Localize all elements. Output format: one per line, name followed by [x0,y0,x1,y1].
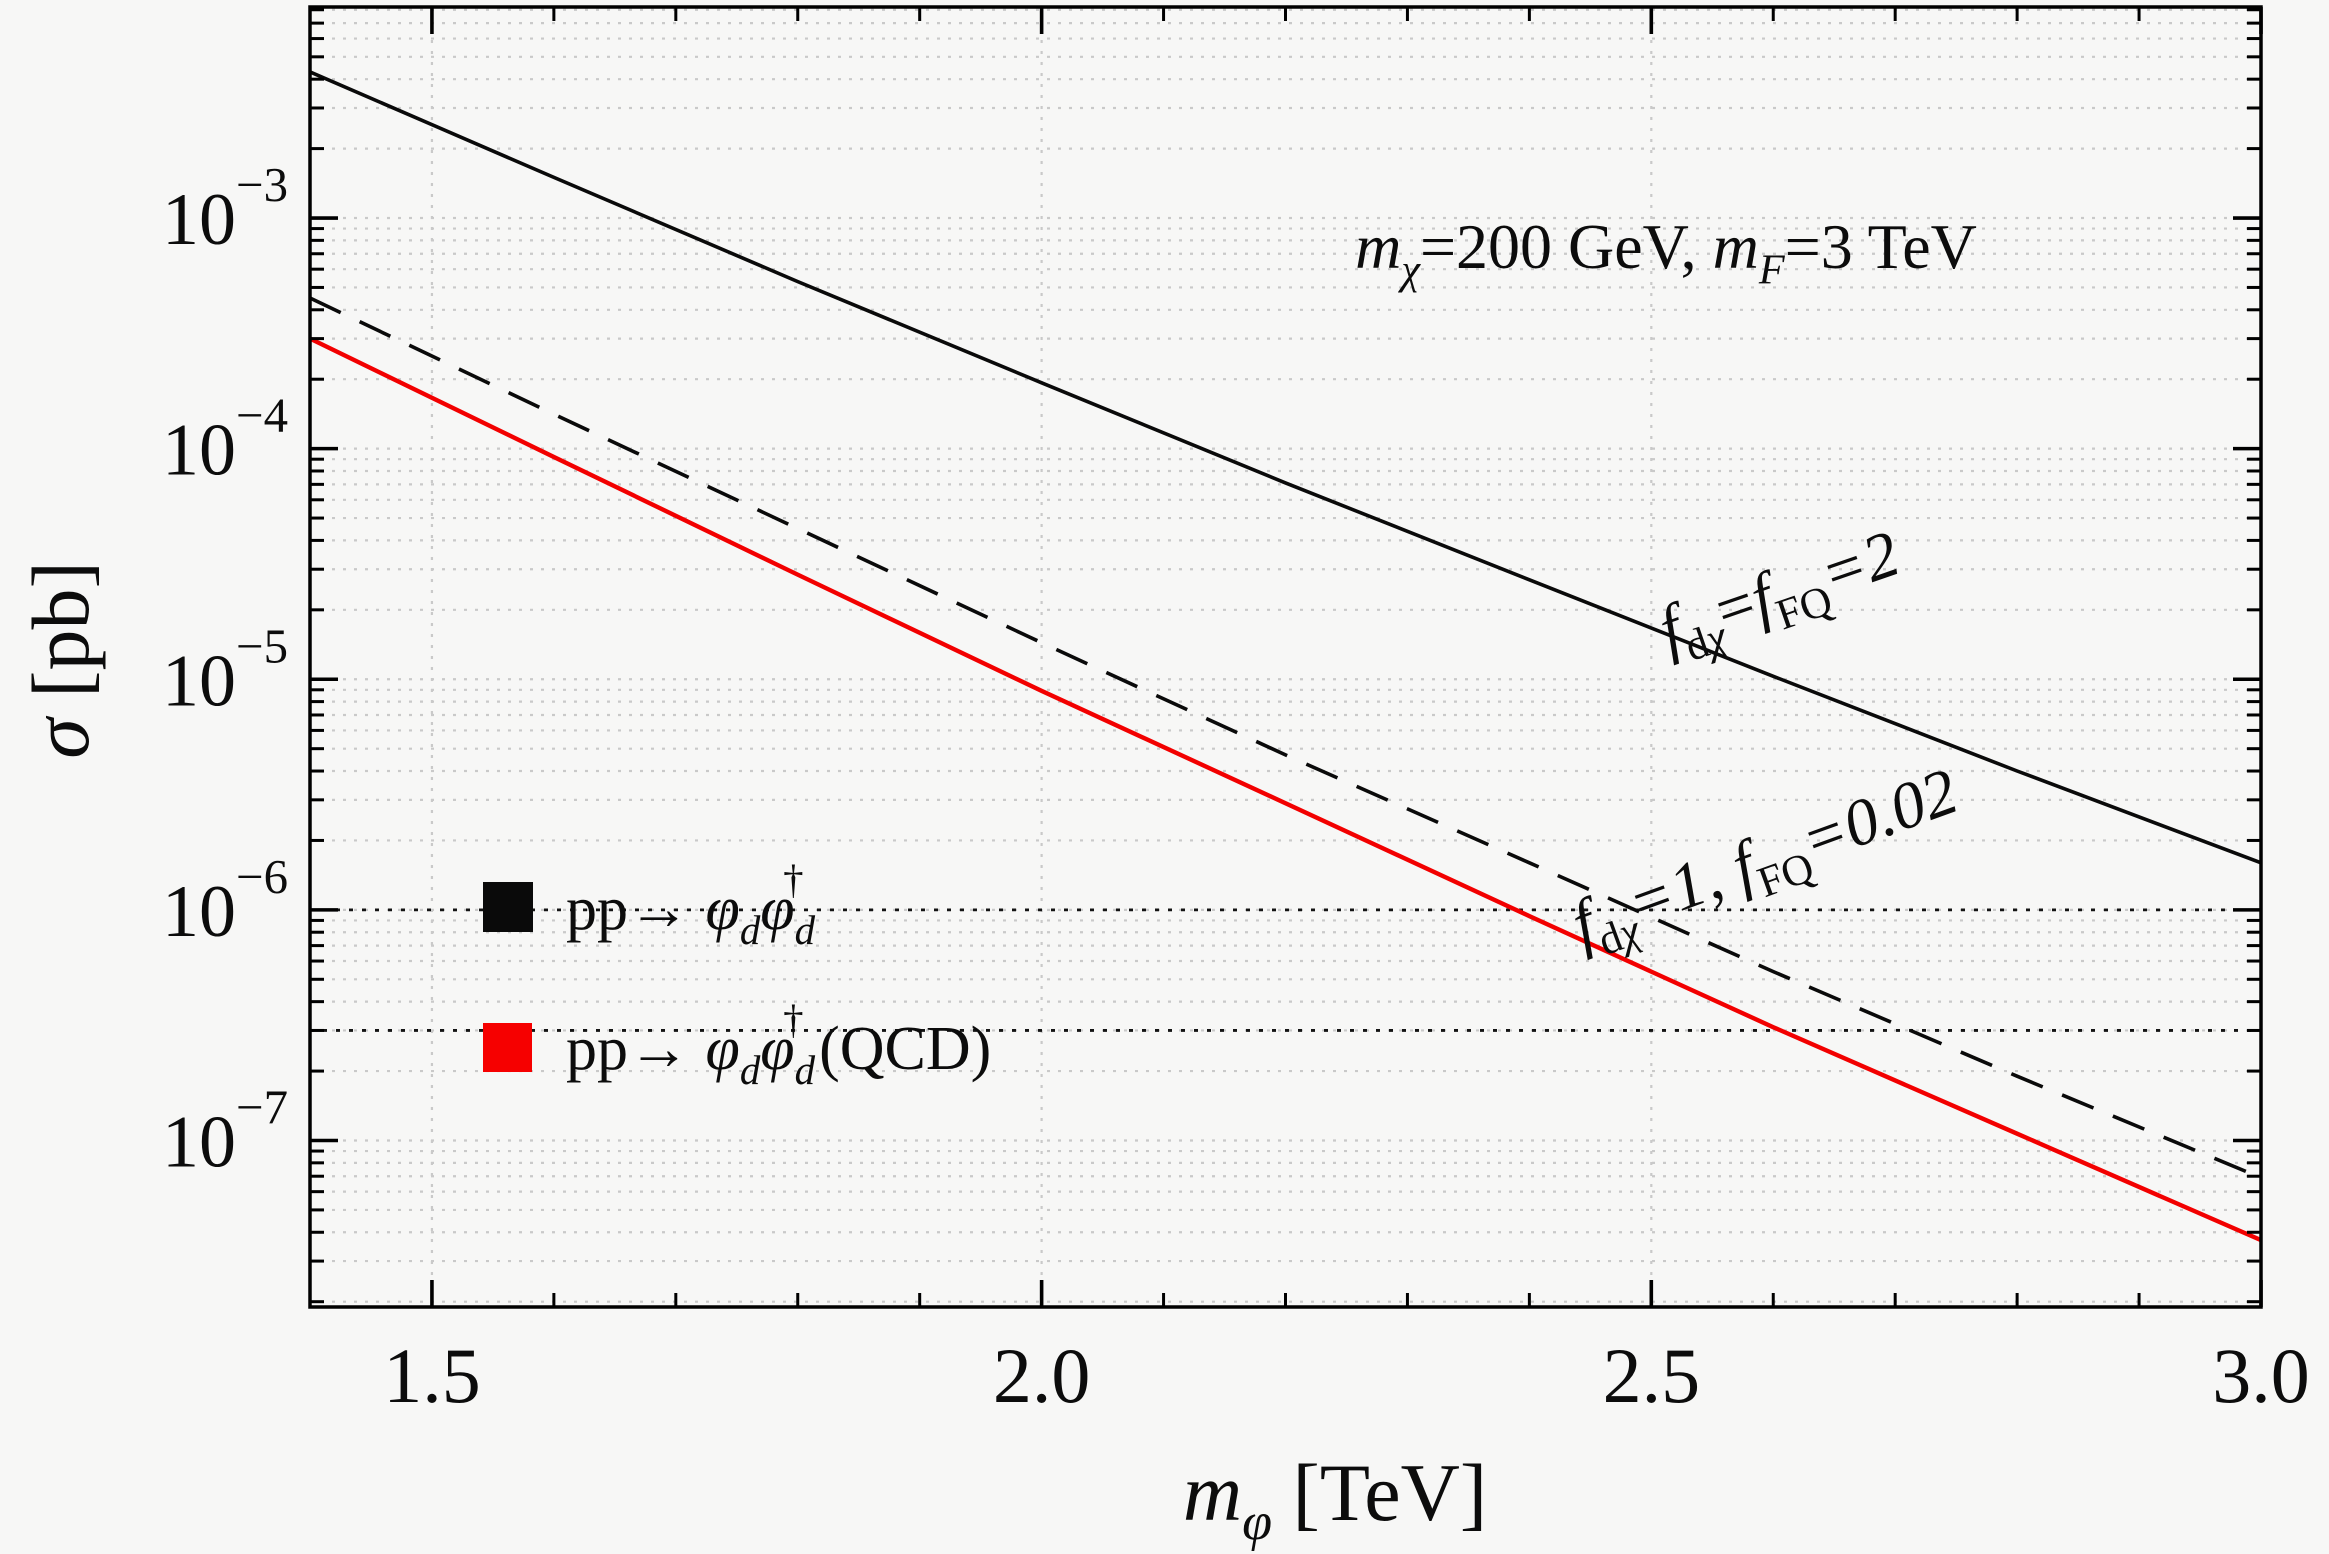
x-axis-title: mφ [TeV] [1183,1447,1487,1552]
x-tick-label: 2.0 [993,1332,1091,1419]
x-tick-label: 3.0 [2212,1332,2310,1419]
y-tick-label: 10−7 [162,1080,288,1184]
legend-marker-red [483,1023,532,1072]
legend-entry-qcd: pp→ φdφd† (QCD) [566,997,991,1093]
y-tick-label: 10−6 [162,849,288,953]
x-tick-label: 2.5 [1603,1332,1701,1419]
parameter-annotation: mχ=200 GeV, mF=3 TeV [1355,211,1977,293]
x-tick-label: 1.5 [383,1332,481,1419]
curve-solid-full-model [310,70,2261,865]
y-axis-title: σ [pb] [15,561,106,759]
y-tick-label: 10−4 [162,388,288,492]
y-tick-label: 10−3 [162,157,288,261]
legend-marker-black [483,882,533,932]
curve-red-qcd [310,336,2261,1243]
y-tick-label: 10−5 [162,618,288,722]
curve-dashed-full-model [310,296,2261,1180]
legend-entry-full-model: pp→ φdφd† [566,857,816,953]
